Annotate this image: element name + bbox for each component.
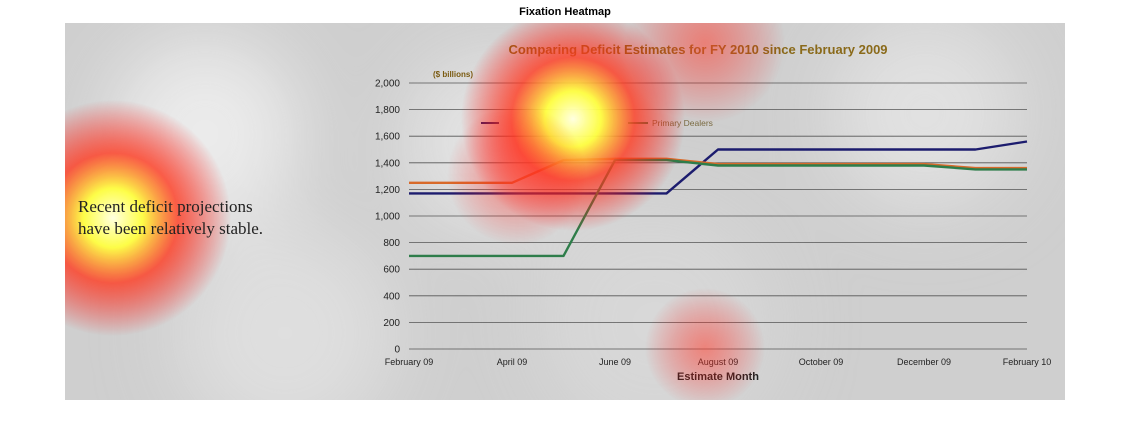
unit-label: ($ billions) — [433, 70, 473, 79]
y-tick-label: 1,200 — [375, 185, 400, 196]
y-tick-label: 200 — [383, 318, 400, 329]
side-annotation: Recent deficit projections have been rel… — [78, 197, 264, 238]
series-line — [409, 158, 1027, 258]
y-tick-label: 1,400 — [375, 158, 400, 169]
x-tick-label: December 09 — [897, 357, 951, 367]
y-tick-label: 400 — [383, 291, 400, 302]
figure-title: Fixation Heatmap — [519, 6, 611, 18]
y-tick-label: 1,600 — [375, 132, 400, 143]
fixation-hotspot — [447, 105, 587, 245]
x-tick-label: June 09 — [599, 357, 631, 367]
y-tick-label: 0 — [394, 345, 400, 356]
x-tick-label: February 09 — [385, 357, 434, 367]
fixation-heat-layer — [65, 23, 785, 400]
x-tick-label: April 09 — [497, 357, 528, 367]
y-tick-label: 600 — [383, 265, 400, 276]
x-tick-label: October 09 — [799, 357, 844, 367]
background-shade — [830, 23, 1020, 208]
y-tick-label: 1,000 — [375, 212, 400, 223]
heatmap-panel: 0 200 400 600 800 1,000 1,200 1,400 1,600 1,800 2,… — [65, 23, 1065, 400]
x-tick-label: February 10 — [1003, 357, 1052, 367]
deficit-chart: 0 200 400 600 800 1,000 1,200 1,400 1,600 1,800 2,… — [65, 23, 1052, 400]
y-tick-label: 1,800 — [375, 105, 400, 116]
y-tick-label: 2,000 — [375, 79, 400, 90]
y-tick-label: 800 — [383, 238, 400, 249]
fixation-hotspot — [645, 288, 765, 400]
fixation-hotspot — [65, 100, 231, 336]
fixation-hotspot — [625, 23, 785, 123]
background-shade — [175, 223, 395, 400]
